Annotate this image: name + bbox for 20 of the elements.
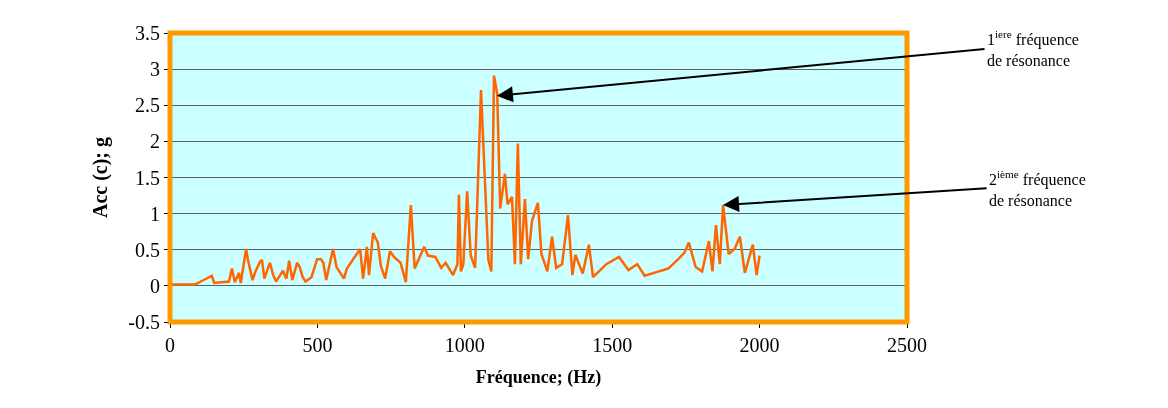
x-tick-label: 2000 (739, 334, 780, 356)
x-axis-title: Fréquence; (Hz) (475, 367, 602, 389)
y-tick-label: 0.5 (135, 238, 160, 261)
y-tick-label: 0 (150, 274, 160, 297)
x-tick-label: 500 (302, 334, 333, 356)
y-tick-label: 2 (150, 130, 160, 153)
x-tick-label: 2500 (887, 334, 927, 356)
y-tick-label: 1 (150, 202, 160, 225)
x-tick-label: 1000 (444, 334, 485, 356)
x-tick-label: 1500 (592, 334, 633, 356)
y-tick-label: -0.5 (128, 311, 160, 333)
y-tick-label: 2.5 (135, 94, 160, 117)
annotation: 1$^{iere}$ fréquence de résonance (987, 28, 1079, 69)
y-tick-label: 1.5 (135, 166, 160, 189)
y-tick-label: 3 (150, 58, 160, 81)
line-series (170, 74, 761, 286)
y-tick-label: 3.5 (135, 22, 160, 44)
x-tick-label: 0 (165, 334, 175, 356)
y-axis-title: Acc (c); g (88, 136, 112, 219)
annotation: 2$^{ième}$ fréquence de résonance (989, 168, 1086, 209)
